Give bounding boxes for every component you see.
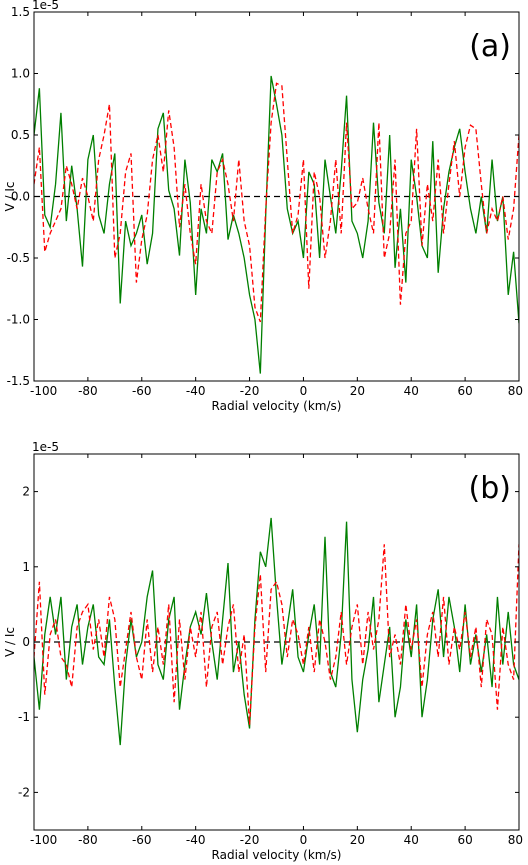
y-tick-label: 0.5	[11, 128, 30, 142]
x-tick-label: -100	[30, 384, 57, 398]
series-line-dashed-red	[34, 544, 519, 725]
offset-text: 1e-5	[32, 0, 59, 12]
y-tick-label: 0	[22, 635, 30, 649]
x-axis-label: Radial velocity (km/s)	[212, 848, 342, 862]
x-tick-label: 20	[350, 384, 365, 398]
y-tick-label: 1.0	[11, 67, 30, 81]
series-line-solid-green	[34, 75, 519, 374]
x-tick-label: 40	[404, 833, 419, 847]
x-tick-label: -100	[30, 833, 57, 847]
x-tick-label: -20	[240, 384, 260, 398]
x-tick-label: -40	[186, 833, 206, 847]
x-tick-label: 60	[457, 833, 472, 847]
panel-label: (a)	[469, 29, 511, 64]
panel-b: 1e-5 (b) Radial velocity (km/s) V / Ic -…	[3, 440, 523, 862]
x-tick-label: 0	[300, 384, 308, 398]
panel-a: 1e-5 (a) Radial velocity (km/s) V / Ic -…	[3, 0, 523, 413]
x-tick-label: -60	[132, 384, 152, 398]
x-axis-label: Radial velocity (km/s)	[212, 399, 342, 413]
x-tick-label: -80	[78, 833, 98, 847]
offset-text: 1e-5	[32, 440, 59, 454]
x-tick-label: -20	[240, 833, 260, 847]
x-tick-label: 80	[508, 833, 523, 847]
y-tick-label: -1	[18, 710, 30, 724]
y-tick-label: 1	[22, 560, 30, 574]
series-line-solid-green	[34, 517, 519, 746]
series-line-dashed-red	[34, 82, 519, 323]
x-tick-label: 60	[457, 384, 472, 398]
y-tick-label: -1.5	[7, 374, 30, 388]
y-tick-label: 2	[22, 485, 30, 499]
x-tick-label: -60	[132, 833, 152, 847]
y-tick-label: -2	[18, 785, 30, 799]
x-tick-label: 0	[300, 833, 308, 847]
x-tick-label: 80	[508, 384, 523, 398]
y-tick-label: -1.0	[7, 313, 30, 327]
x-tick-label: 40	[404, 384, 419, 398]
y-tick-label: 0.0	[11, 190, 30, 204]
x-tick-label: 20	[350, 833, 365, 847]
x-tick-label: -80	[78, 384, 98, 398]
panel-label: (b)	[469, 471, 511, 506]
x-tick-label: -40	[186, 384, 206, 398]
y-axis-label: V / Ic	[3, 181, 17, 211]
y-axis-label: V / Ic	[3, 627, 17, 657]
y-tick-label: -0.5	[7, 251, 30, 265]
y-tick-label: 1.5	[11, 5, 30, 19]
